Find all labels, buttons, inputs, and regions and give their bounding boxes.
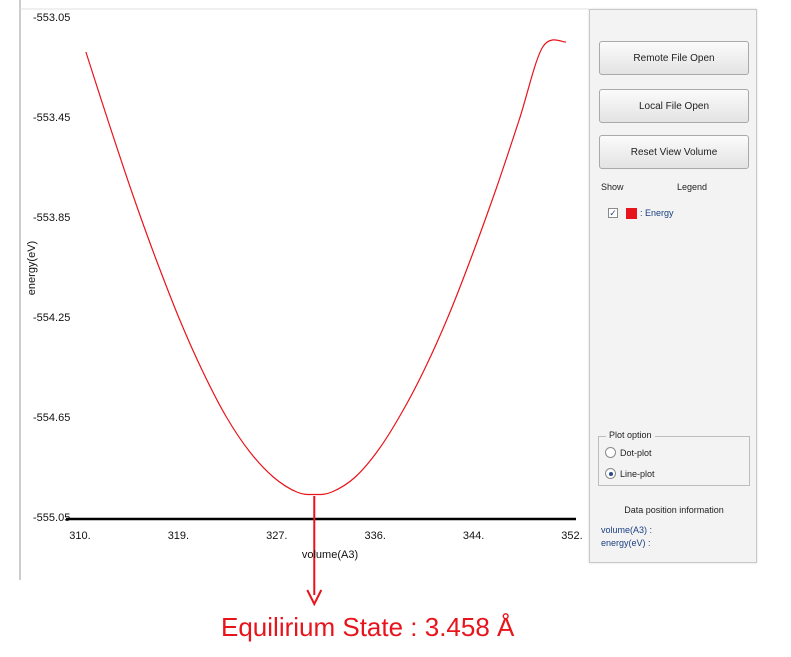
volume-readout: volume(A3) : <box>601 525 653 535</box>
y-tick-label: -554.25 <box>33 312 70 324</box>
x-tick-label: 310. <box>69 530 90 542</box>
remote-file-open-button[interactable]: Remote File Open <box>599 41 749 75</box>
energy-readout: energy(eV) : <box>601 538 651 548</box>
x-tick-label: 319. <box>168 530 189 542</box>
dot-plot-label: Dot-plot <box>620 447 652 458</box>
dot-plot-radio[interactable] <box>605 447 616 458</box>
arrow-down-icon <box>306 589 323 607</box>
y-tick-label: -554.65 <box>33 412 70 424</box>
energy-series-line <box>85 39 567 496</box>
x-tick-label: 352. <box>561 530 582 542</box>
line-plot-radio[interactable] <box>605 468 616 479</box>
dot-plot-option[interactable]: Dot-plot <box>605 447 652 458</box>
energy-legend-label: : Energy <box>640 208 674 218</box>
checkmark-icon: ✓ <box>609 207 617 218</box>
energy-color-swatch <box>626 207 637 219</box>
plot-option-title: Plot option <box>606 430 655 440</box>
legend-header: Legend <box>677 182 708 192</box>
y-axis-label: energy(eV) <box>26 241 38 295</box>
series-layer <box>85 39 567 496</box>
y-tick-label: -553.05 <box>33 12 70 24</box>
equilibrium-annotation <box>306 496 323 607</box>
energy-show-checkbox[interactable]: ✓ <box>608 208 618 218</box>
plot-option-group: Plot option Dot-plot Line-plot <box>598 430 750 486</box>
control-panel: Remote File Open Local File Open Reset V… <box>589 9 757 563</box>
y-axis: -553.05 -553.45 -553.85 -554.25 -554.65 -555.… <box>33 12 70 524</box>
legend-show-header: Show <box>601 182 624 192</box>
y-tick-label: -553.45 <box>33 112 70 124</box>
y-tick-label: -553.85 <box>33 212 70 224</box>
data-position-title: Data position information <box>624 505 724 515</box>
line-plot-option[interactable]: Line-plot <box>605 468 655 479</box>
legend-item-energy: ✓ : Energy <box>608 206 674 220</box>
reset-view-volume-button[interactable]: Reset View Volume <box>599 135 749 169</box>
line-plot-label: Line-plot <box>620 468 655 479</box>
x-tick-label: 336. <box>364 530 385 542</box>
y-tick-label: -555.05 <box>33 512 70 524</box>
x-axis: 310. 319. 327. 336. 344. 352. <box>66 517 583 542</box>
equilibrium-caption: Equilirium State : 3.458 Å <box>221 612 515 642</box>
local-file-open-button[interactable]: Local File Open <box>599 89 749 123</box>
x-axis-label: volume(A3) <box>302 549 358 561</box>
x-tick-label: 327. <box>266 530 287 542</box>
x-tick-label: 344. <box>463 530 484 542</box>
